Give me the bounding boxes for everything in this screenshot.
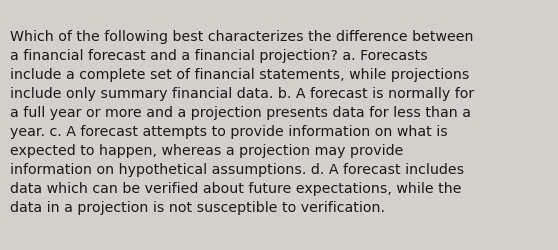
Text: Which of the following best characterizes the difference between
a financial for: Which of the following best characterize… — [10, 30, 474, 214]
